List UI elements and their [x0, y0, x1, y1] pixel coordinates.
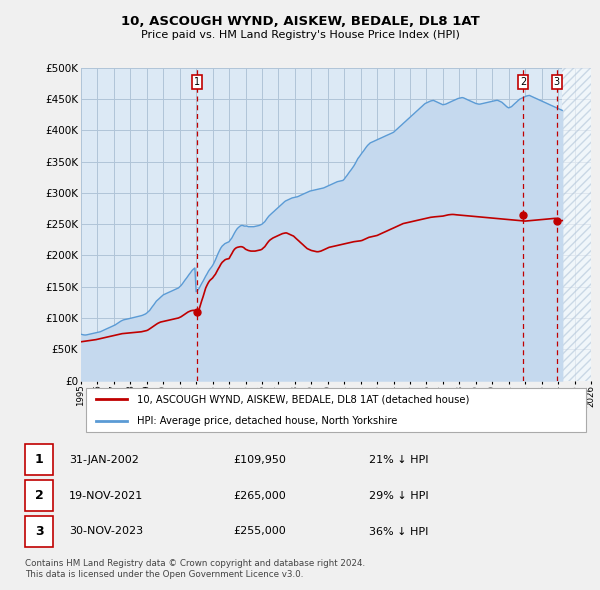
FancyBboxPatch shape — [86, 388, 586, 432]
Text: 21% ↓ HPI: 21% ↓ HPI — [369, 455, 428, 465]
Text: Price paid vs. HM Land Registry's House Price Index (HPI): Price paid vs. HM Land Registry's House … — [140, 30, 460, 40]
Text: 10, ASCOUGH WYND, AISKEW, BEDALE, DL8 1AT: 10, ASCOUGH WYND, AISKEW, BEDALE, DL8 1A… — [121, 15, 479, 28]
Text: 30-NOV-2023: 30-NOV-2023 — [69, 526, 143, 536]
FancyBboxPatch shape — [25, 480, 53, 512]
Text: £265,000: £265,000 — [234, 491, 287, 500]
Text: 3: 3 — [554, 77, 560, 87]
Text: 31-JAN-2002: 31-JAN-2002 — [69, 455, 139, 465]
Text: £255,000: £255,000 — [234, 526, 287, 536]
Text: Contains HM Land Registry data © Crown copyright and database right 2024.
This d: Contains HM Land Registry data © Crown c… — [25, 559, 365, 579]
FancyBboxPatch shape — [25, 516, 53, 547]
Text: £109,950: £109,950 — [234, 455, 287, 465]
Text: 36% ↓ HPI: 36% ↓ HPI — [369, 526, 428, 536]
Text: 1: 1 — [194, 77, 200, 87]
Text: 29% ↓ HPI: 29% ↓ HPI — [369, 491, 428, 500]
Text: 3: 3 — [35, 525, 43, 538]
Text: 10, ASCOUGH WYND, AISKEW, BEDALE, DL8 1AT (detached house): 10, ASCOUGH WYND, AISKEW, BEDALE, DL8 1A… — [137, 394, 469, 404]
Text: 2: 2 — [35, 489, 44, 502]
Text: HPI: Average price, detached house, North Yorkshire: HPI: Average price, detached house, Nort… — [137, 416, 397, 426]
Text: 19-NOV-2021: 19-NOV-2021 — [69, 491, 143, 500]
FancyBboxPatch shape — [25, 444, 53, 476]
Text: 1: 1 — [35, 453, 44, 466]
Text: 2: 2 — [520, 77, 526, 87]
